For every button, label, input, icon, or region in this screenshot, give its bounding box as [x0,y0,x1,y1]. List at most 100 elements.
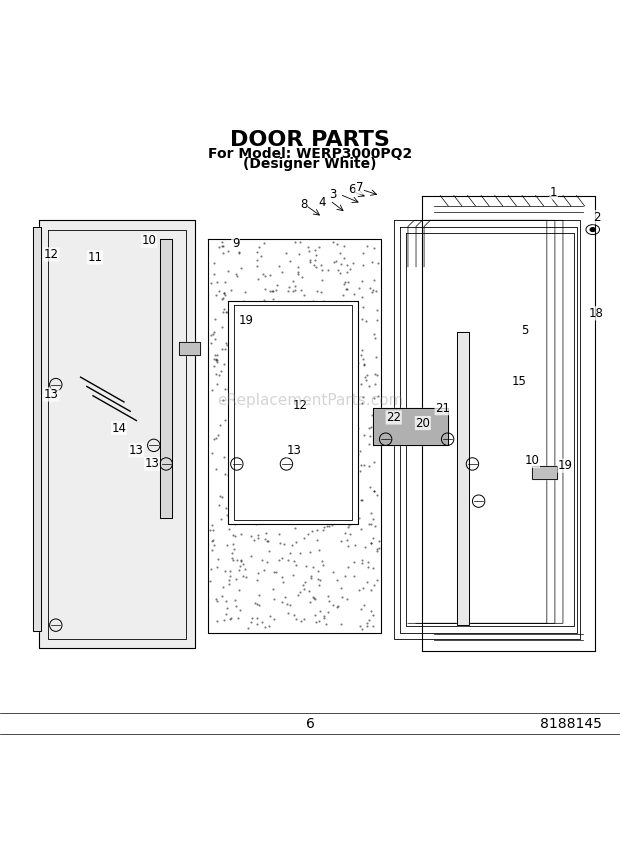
Point [339,251,348,265]
Point [343,560,353,574]
Point [349,556,359,569]
Point [219,450,229,464]
Point [335,617,345,631]
Point [314,614,324,627]
Point [221,595,231,609]
Point [207,534,217,548]
Point [308,381,317,395]
Point [207,544,217,557]
Point [236,488,246,502]
Point [370,327,379,341]
Point [358,359,368,372]
Point [218,239,228,253]
Polygon shape [160,239,172,518]
Point [336,258,346,271]
Point [208,518,218,532]
Point [229,530,239,544]
Point [218,305,228,318]
Point [315,574,325,587]
Point [302,414,312,428]
Point [342,365,352,378]
Point [228,545,237,559]
Point [347,348,356,362]
Point [326,407,335,421]
Point [212,355,222,369]
Point [288,308,298,322]
Point [304,467,314,481]
Point [208,532,218,546]
Point [277,570,287,584]
Point [233,611,243,625]
Point [349,436,359,449]
Point [350,538,360,551]
Point [290,279,300,293]
Polygon shape [33,227,41,632]
Point [264,544,274,557]
Point [221,501,231,514]
Text: 15: 15 [512,375,526,388]
Point [332,367,342,381]
Point [237,557,247,571]
Point [304,334,314,348]
Point [225,569,235,583]
Point [314,487,324,501]
Point [229,342,239,355]
Point [285,316,295,330]
Point [326,395,335,409]
Point [246,359,255,372]
Point [247,439,257,453]
Point [296,398,306,412]
Point [340,526,350,540]
Point [284,355,294,369]
Point [292,353,302,366]
Point [347,406,356,419]
Point [259,443,269,457]
Point [325,437,335,450]
Point [316,380,326,394]
Point [216,512,226,526]
Point [332,600,342,614]
Point [288,330,298,344]
Point [372,313,382,327]
Point [271,471,281,484]
Point [325,313,335,327]
Point [299,474,309,488]
Point [329,566,339,580]
Point [273,456,283,470]
Point [274,554,284,568]
Point [236,402,246,416]
Point [329,598,339,612]
Point [250,596,260,609]
Point [253,532,263,545]
Point [279,437,289,450]
Point [322,520,332,533]
Point [249,430,259,443]
Point [254,339,264,353]
Point [279,538,289,551]
Point [366,603,376,617]
Point [223,468,233,482]
Point [299,288,309,301]
Point [293,313,303,327]
Point [233,461,243,474]
Point [268,305,278,318]
Point [267,397,277,411]
Point [308,591,318,604]
Point [218,393,228,407]
Point [246,529,255,543]
Point [291,612,301,626]
Point [234,583,244,597]
Point [219,286,229,300]
Point [226,487,236,501]
Point [288,413,298,427]
Polygon shape [532,467,557,479]
Point [295,413,305,426]
Point [238,485,248,499]
Point [218,580,228,593]
Point [334,426,343,440]
Point [288,284,298,298]
Point [309,592,319,606]
Point [292,314,302,328]
Point [328,235,338,249]
Point [242,464,252,478]
